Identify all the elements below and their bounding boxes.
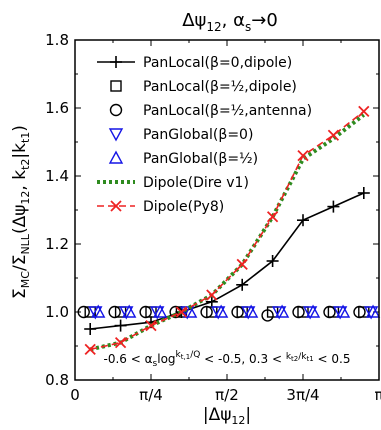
x-tick-label-0: 0 [70, 386, 80, 404]
point-0-7 [297, 214, 310, 227]
legend-entry-4 [108, 150, 124, 164]
legend-marker-0 [110, 56, 122, 68]
point-4-6 [274, 304, 290, 318]
legend-marker-6 [110, 200, 122, 212]
legend-marker-2 [109, 103, 123, 117]
point-0-9 [357, 187, 370, 199]
point-2-5 [231, 305, 244, 319]
legend-entry-2 [109, 103, 123, 117]
series-layer [77, 105, 381, 356]
series-line-6 [90, 110, 365, 351]
point-4-1 [122, 304, 137, 318]
legend-label-1: PanLocal(β=½,dipole) [143, 79, 297, 95]
point-3-5 [241, 306, 256, 320]
legend-label-4: PanGlobal(β=½) [143, 151, 258, 167]
point-6-5 [236, 258, 248, 271]
legend-marker-4 [108, 150, 124, 164]
point-0-5 [236, 278, 249, 291]
series-3 [88, 306, 379, 320]
series-line-0 [90, 192, 365, 330]
point-3-3 [180, 306, 195, 320]
legend-label-6: Dipole(Py8) [143, 199, 224, 215]
y-tick-label-3: 1.4 [45, 167, 69, 185]
point-0-4 [205, 295, 218, 308]
point-6-7 [297, 149, 309, 162]
y-tick-label-2: 1.2 [45, 235, 69, 253]
plot-frame [74, 39, 380, 381]
point-2-7 [292, 305, 305, 319]
point-6-6 [266, 211, 279, 223]
point-2-0 [77, 305, 90, 319]
legend-marker-1 [110, 80, 122, 92]
x-axis-label: |Δψ12| [203, 405, 251, 427]
y-tick-label-1: 1.0 [45, 303, 69, 321]
point-3-4 [211, 306, 226, 320]
legend-entry-6 [97, 200, 135, 212]
legend-label-2: PanLocal(β=½,antenna) [143, 103, 312, 119]
point-4-0 [91, 304, 106, 318]
legend-label-3: PanGlobal(β=0) [143, 127, 253, 143]
point-6-4 [206, 289, 218, 301]
legend-label-5: Dipole(Dire v1) [143, 175, 249, 191]
x-tick-label-3: 3π/4 [286, 386, 319, 404]
point-6-0 [84, 343, 96, 356]
point-3-0 [88, 306, 103, 320]
legend-label-0: PanLocal(β=0,dipole) [143, 55, 292, 71]
point-4-5 [243, 304, 259, 318]
point-2-6 [261, 309, 274, 322]
x-tick-label-1: π/4 [139, 386, 163, 404]
x-tick-label-4: π [374, 386, 381, 404]
y-tick-label-0: 0.8 [45, 371, 69, 389]
point-3-7 [302, 306, 318, 320]
point-0-1 [114, 319, 127, 332]
point-4-2 [152, 304, 168, 318]
series-line-5 [89, 113, 366, 352]
point-6-3 [175, 306, 188, 318]
point-6-1 [114, 336, 127, 349]
point-4-7 [305, 304, 321, 318]
point-2-1 [108, 305, 121, 319]
point-6-9 [358, 105, 370, 118]
series-4 [91, 304, 381, 318]
legend-marker-3 [108, 128, 124, 142]
point-1-9 [358, 306, 370, 318]
series-6 [84, 105, 370, 356]
series-0 [84, 187, 370, 335]
legend: PanLocal(β=0,dipole) PanLocal(β=½,dipole)… [97, 55, 312, 215]
point-2-4 [200, 305, 213, 319]
point-0-6 [266, 255, 279, 267]
point-2-8 [323, 305, 336, 319]
x-tick-label-2: π/2 [215, 386, 239, 404]
series-2 [77, 305, 366, 322]
point-4-8 [335, 304, 351, 318]
point-4-4 [213, 304, 229, 318]
y-axis-label: ΣMC/ΣNLL(Δψ12, kt2|kt1) [10, 125, 32, 299]
point-6-8 [327, 129, 340, 141]
point-3-6 [271, 306, 287, 320]
point-4-3 [182, 304, 198, 318]
point-2-2 [139, 305, 152, 319]
point-0-0 [84, 323, 97, 335]
point-6-2 [145, 319, 157, 332]
point-3-9 [363, 306, 379, 320]
series-5 [89, 113, 366, 352]
point-0-8 [327, 200, 340, 213]
point-1-7 [297, 306, 309, 318]
point-3-1 [119, 306, 134, 320]
legend-entry-3 [108, 128, 124, 142]
axis-ticks: 0 π/4 π/2 3π/4 π 0.8 1.0 1.2 1.4 1.6 1.8 [45, 31, 381, 404]
y-tick-label-5: 1.8 [45, 31, 69, 49]
chart-title: Δψ12, αs→0 [182, 10, 278, 34]
point-3-8 [332, 306, 348, 320]
point-3-2 [150, 306, 165, 320]
point-2-9 [353, 305, 366, 319]
point-4-9 [365, 304, 381, 318]
legend-entry-1 [110, 80, 122, 92]
legend-entry-0 [97, 56, 135, 68]
y-tick-label-4: 1.6 [45, 99, 69, 117]
chart-annotation: -0.6 < αslogkt,1/Q < -0.5, 0.3 < kt2/kt1… [104, 350, 351, 369]
